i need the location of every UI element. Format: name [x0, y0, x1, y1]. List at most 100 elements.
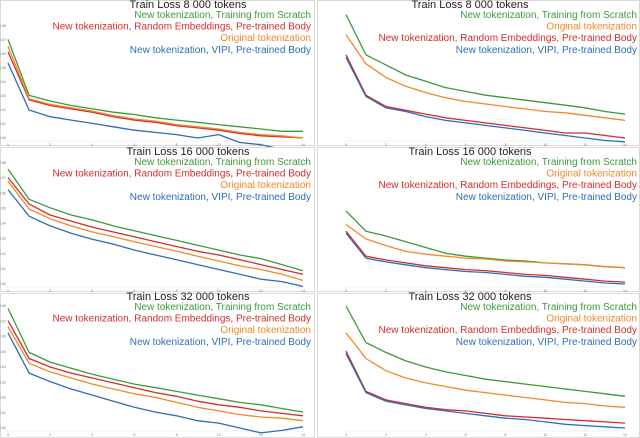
y-tick-label: 0.60 [0, 136, 6, 140]
series-line-random [345, 350, 626, 424]
chart-title: Train Loss 32 000 tokens [126, 291, 250, 303]
x-tick-label: 0 [345, 289, 347, 293]
legend-entry-vipi: New tokenization, VIPI, Pre-trained Body [456, 45, 637, 56]
x-tick-label: 12 [259, 289, 263, 293]
x-tick-label: 4 [425, 289, 427, 293]
series-line-vipi [7, 62, 303, 150]
legend-entry-random: New tokenization, Random Embeddings, Pre… [53, 22, 311, 33]
x-tick-label: 8 [504, 143, 506, 147]
legend-entry-random: New tokenization, Random Embeddings, Pre… [53, 169, 311, 180]
legend-entry-original: Original tokenization [546, 22, 637, 33]
chart-panel-1: 0 2 4 6 8 10 12 14 0.60 0.61 0.62 0.63 0.64 0.65 0.66 0… [0, 0, 315, 150]
y-tick-label: 0.67 [0, 38, 6, 42]
series-line-original [345, 223, 626, 269]
series-line-vipi [7, 332, 304, 434]
x-tick-label: 10 [217, 433, 221, 437]
series-line-random [345, 54, 626, 139]
x-tick-label: 4 [91, 289, 93, 293]
x-tick-label: 0 [7, 143, 9, 147]
x-tick-label: 8 [504, 433, 506, 437]
x-tick-label: 4 [91, 433, 93, 437]
legend-entry-vipi: New tokenization, VIPI, Pre-trained Body [130, 337, 311, 348]
chart-title: Train Loss 8 000 tokens [130, 0, 247, 11]
legend-entry-original: Original tokenization [220, 33, 311, 44]
y-tick-label: 0.62 [0, 252, 6, 256]
x-tick-label: 6 [465, 289, 467, 293]
y-tick-label: 0.66 [0, 335, 6, 339]
x-tick-label: 0 [7, 289, 9, 293]
x-tick-label: 6 [465, 143, 467, 147]
legend-entry-scratch: New tokenization, Training from Scratch [134, 157, 311, 168]
x-tick-label: 4 [425, 433, 427, 437]
series-line-vipi [345, 353, 626, 429]
x-tick-label: 12 [583, 289, 587, 293]
legend-entry-scratch: New tokenization, Training from Scratch [460, 157, 637, 168]
y-tick-label: 0.67 [0, 176, 6, 180]
x-tick-label: 12 [259, 143, 263, 147]
series-line-original [7, 326, 304, 422]
legend-entry-scratch: New tokenization, Training from Scratch [134, 302, 311, 313]
legend-entry-random: New tokenization, Random Embeddings, Pre… [379, 33, 637, 44]
y-tick-label: 0.60 [0, 282, 6, 286]
y-tick-label: 0.60 [0, 426, 6, 430]
y-tick-label: 0.63 [0, 380, 6, 384]
x-tick-label: 2 [385, 289, 387, 293]
legend-entry-random: New tokenization, Random Embeddings, Pre… [53, 314, 311, 325]
x-tick-label: 10 [543, 143, 547, 147]
legend-entry-scratch: New tokenization, Training from Scratch [460, 10, 637, 21]
x-tick-label: 12 [583, 433, 587, 437]
x-tick-label: 8 [176, 433, 178, 437]
x-tick-label: 0 [345, 143, 347, 147]
legend-entry-scratch: New tokenization, Training from Scratch [134, 10, 311, 21]
y-tick-label: 0.61 [0, 122, 6, 126]
series-line-vipi [345, 232, 626, 285]
x-tick-label: 2 [49, 289, 51, 293]
y-tick-label: 0.65 [0, 206, 6, 210]
y-tick-label: 0.68 [0, 304, 6, 308]
y-tick-label: 0.67 [0, 319, 6, 323]
x-tick-label: 8 [176, 289, 178, 293]
chart-panel-4: 0 2 4 6 8 10 12 14 New tokenization, Training fr… [317, 146, 640, 293]
y-tick-label: 0.64 [0, 80, 6, 84]
chart-title: Train Loss 16 000 tokens [126, 146, 250, 158]
y-tick-label: 0.61 [0, 267, 6, 271]
y-tick-label: 0.61 [0, 411, 6, 415]
series-line-scratch [7, 308, 304, 413]
y-tick-label: 0.65 [0, 350, 6, 354]
y-tick-label: 0.68 [0, 161, 6, 165]
chart-panel-6: 0 2 4 6 8 10 12 14 New tokenization, Training fr… [317, 291, 640, 438]
panel-frame [0, 293, 315, 438]
legend-entry-random: New tokenization, Random Embeddings, Pre… [379, 180, 637, 191]
x-tick-label: 10 [543, 289, 547, 293]
series-line-vipi [345, 57, 626, 143]
x-tick-label: 14 [301, 143, 305, 147]
series-line-scratch [7, 168, 304, 272]
x-tick-label: 8 [504, 289, 506, 293]
x-tick-label: 10 [217, 143, 221, 147]
x-tick-label: 14 [623, 289, 627, 293]
panel-frame [317, 147, 640, 292]
x-tick-label: 4 [91, 143, 93, 147]
x-tick-label: 2 [385, 143, 387, 147]
legend-entry-vipi: New tokenization, VIPI, Pre-trained Body [456, 337, 637, 348]
y-tick-label: 0.64 [0, 365, 6, 369]
y-tick-label: 0.63 [0, 94, 6, 98]
y-tick-label: 0.64 [0, 222, 6, 226]
x-tick-label: 2 [49, 433, 51, 437]
y-tick-label: 0.68 [0, 24, 6, 28]
x-tick-label: 14 [301, 433, 305, 437]
x-tick-label: 14 [301, 289, 305, 293]
x-tick-label: 2 [385, 433, 387, 437]
series-line-random [7, 177, 304, 275]
legend-entry-original: Original tokenization [546, 169, 637, 180]
legend-entry-vipi: New tokenization, VIPI, Pre-trained Body [130, 45, 311, 56]
x-tick-label: 0 [345, 433, 347, 437]
x-tick-label: 12 [259, 433, 263, 437]
y-tick-label: 0.66 [0, 52, 6, 56]
y-tick-label: 0.66 [0, 191, 6, 195]
x-tick-label: 8 [176, 143, 178, 147]
legend-entry-random: New tokenization, Random Embeddings, Pre… [379, 325, 637, 336]
x-tick-label: 12 [583, 143, 587, 147]
x-tick-label: 6 [465, 433, 467, 437]
